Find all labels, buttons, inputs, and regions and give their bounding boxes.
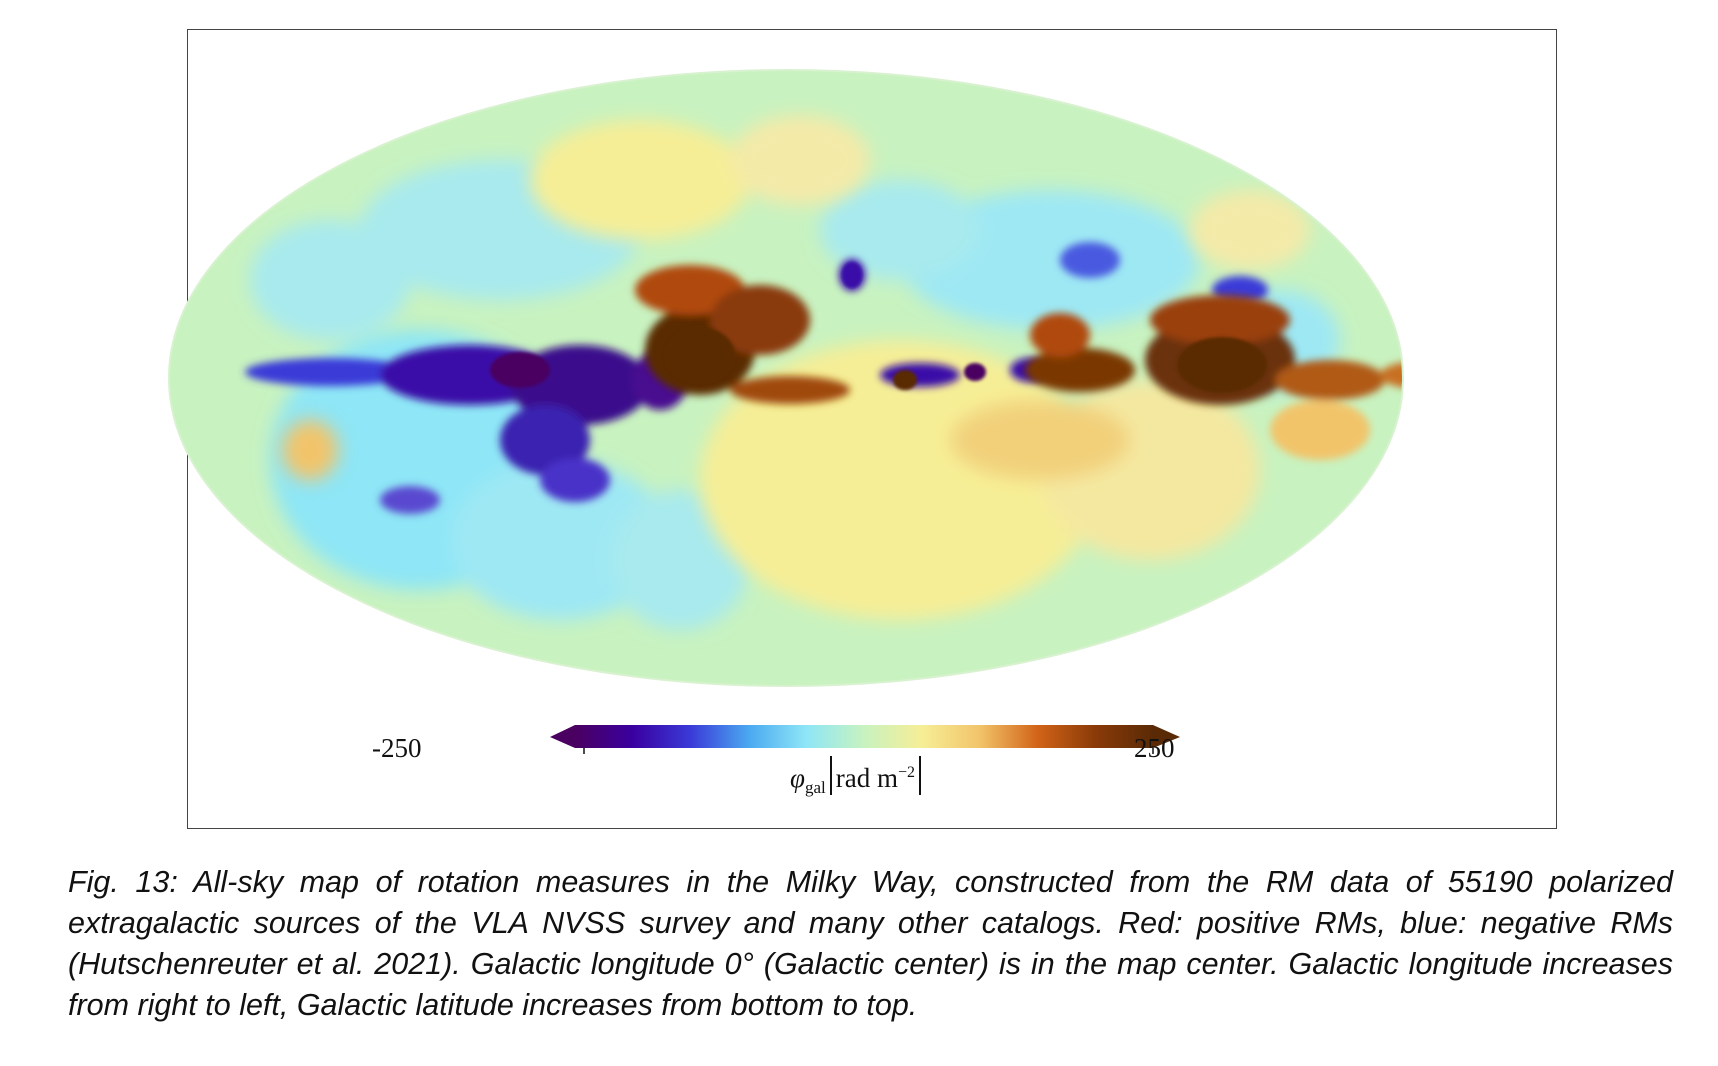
- colorbar-min-extension: [550, 725, 575, 748]
- negative-rm-regions: [250, 160, 1340, 630]
- colorbar-quantity-label: φgal rad m−2: [790, 756, 921, 798]
- positive-rm-regions: [282, 115, 1310, 620]
- colorbar-unit-base: rad m: [835, 763, 898, 793]
- colorbar-symbol: φ: [790, 763, 805, 793]
- colorbar-max-extension: [1153, 725, 1180, 748]
- map-boundary: [168, 69, 1404, 687]
- colorbar-max-label: 250: [1134, 733, 1175, 763]
- colorbar-unit: rad m−2: [829, 756, 921, 795]
- colorbar-subscript: gal: [804, 778, 826, 797]
- compact-rm-features: [490, 262, 1267, 393]
- colorbar: [550, 725, 1180, 754]
- colorbar-min-label: -250: [372, 733, 422, 763]
- galactic-plane-positive: [635, 265, 1403, 460]
- rotation-measure-sky-map: [168, 69, 1404, 754]
- colorbar-unit-exponent: −2: [897, 764, 915, 781]
- mollweide-map: [169, 70, 1403, 686]
- colorbar-gradient: [575, 725, 1153, 748]
- figure-caption: Fig. 13: All-sky map of rotation measure…: [68, 865, 1673, 1022]
